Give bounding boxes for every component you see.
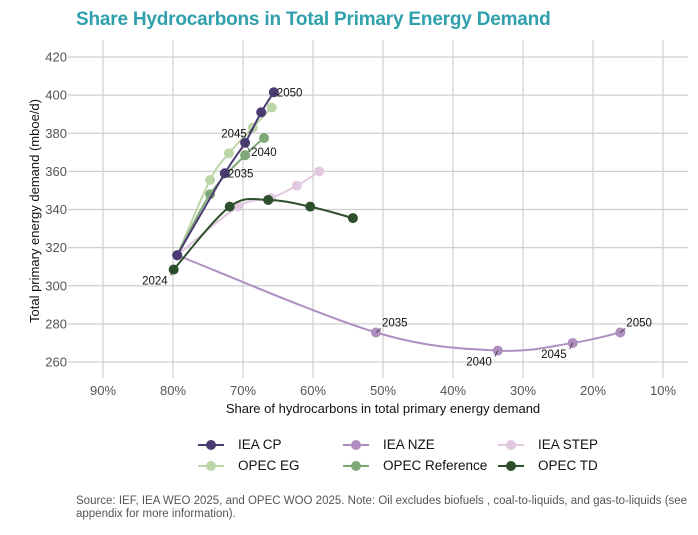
annotation-leader: [244, 142, 251, 152]
series-line: [176, 254, 621, 352]
data-point: [259, 133, 269, 144]
annotation-leader: [224, 172, 228, 176]
x-tick-label: 70%: [230, 383, 256, 398]
data-point: [224, 148, 234, 159]
series-iea-nze: [172, 250, 626, 356]
legend-key-icon: [198, 439, 224, 451]
legend-label: OPEC EG: [238, 458, 300, 473]
annotation-leader: [170, 269, 175, 276]
y-tick-label: 340: [45, 202, 67, 217]
data-point: [291, 180, 302, 191]
legend-item: IEA CP: [198, 437, 343, 452]
legend-item: IEA STEP: [498, 437, 648, 452]
annotation-leader: [375, 328, 382, 333]
data-point: [240, 150, 251, 161]
chart-plot: 90% 80% 70% 60% 50% 40% 30% 20% 10% 260 280 300 320…: [27, 40, 688, 416]
data-point: [224, 201, 235, 212]
year-annotation: 2035: [228, 168, 254, 180]
data-point: [205, 189, 216, 200]
data-point: [347, 213, 358, 224]
year-annotation: 2045: [221, 129, 247, 141]
legend-item: OPEC EG: [198, 458, 343, 473]
data-point: [314, 166, 325, 177]
annotation-leader: [248, 127, 254, 134]
x-tick-label: 90%: [90, 383, 116, 398]
legend-label: IEA NZE: [383, 437, 435, 452]
x-tick-label: 80%: [160, 383, 186, 398]
legend-label: IEA CP: [238, 437, 282, 452]
year-annotation: 2040: [466, 357, 492, 369]
annotation-leader: [620, 328, 626, 333]
legend-item: OPEC Reference: [343, 458, 498, 473]
x-tick-label: 10%: [650, 383, 676, 398]
legend-key-icon: [498, 460, 524, 472]
x-tick-label: 20%: [580, 383, 606, 398]
year-annotation: 2050: [277, 87, 303, 99]
y-axis-ticks: 260 280 300 320 340 360 380 400 420: [45, 50, 67, 370]
legend-item: OPEC TD: [498, 458, 648, 473]
x-axis-title: Share of hydrocarbons in total primary e…: [226, 401, 540, 416]
year-annotation: 2040: [251, 147, 277, 159]
year-annotation: 2024: [142, 276, 168, 288]
legend-label: IEA STEP: [538, 437, 599, 452]
year-annotation: 2035: [382, 317, 408, 329]
legend-label: OPEC Reference: [383, 458, 488, 473]
x-tick-label: 40%: [440, 383, 466, 398]
annotations-group: 2024 2035 2040 2045 2050 2035 2040 2045 2050: [142, 87, 652, 368]
data-point: [263, 194, 274, 205]
data-point: [266, 102, 277, 113]
series-opec-td: [168, 194, 358, 275]
x-tick-label: 50%: [370, 383, 396, 398]
y-tick-label: 400: [45, 88, 67, 103]
annotation-leader: [273, 91, 277, 95]
data-point: [172, 250, 183, 261]
x-tick-label: 60%: [300, 383, 326, 398]
y-axis-title: Total primary energy demand (mboe/d): [27, 99, 42, 323]
data-point: [305, 201, 316, 212]
chart-title: Share Hydrocarbons in Total Primary Ener…: [76, 9, 551, 30]
x-axis-ticks: 90% 80% 70% 60% 50% 40% 30% 20% 10%: [90, 383, 676, 398]
y-tick-label: 380: [45, 126, 67, 141]
legend-item: IEA NZE: [343, 437, 498, 452]
legend: IEA CP IEA NZE IEA STEP OPEC EG OPEC Referen…: [198, 437, 648, 473]
legend-label: OPEC TD: [538, 458, 598, 473]
legend-key-icon: [343, 439, 369, 451]
annotation-leader: [494, 350, 499, 357]
data-point: [205, 174, 216, 185]
year-annotation: 2050: [626, 317, 652, 329]
y-tick-label: 300: [45, 278, 67, 293]
data-point: [233, 201, 244, 212]
source-note: Source: IEF, IEA WEO 2025, and OPEC WOO …: [76, 495, 688, 520]
y-tick-label: 420: [45, 50, 67, 65]
legend-key-icon: [343, 460, 369, 472]
annotation-leader: [569, 342, 574, 350]
y-tick-label: 360: [45, 164, 67, 179]
y-tick-label: 320: [45, 240, 67, 255]
data-point: [256, 107, 267, 118]
year-annotation: 2045: [541, 349, 567, 361]
legend-key-icon: [498, 439, 524, 451]
y-tick-label: 280: [45, 316, 67, 331]
series-group: [168, 87, 626, 356]
legend-key-icon: [198, 460, 224, 472]
gridlines: [68, 40, 688, 378]
x-tick-label: 30%: [510, 383, 536, 398]
y-tick-label: 260: [45, 355, 67, 370]
